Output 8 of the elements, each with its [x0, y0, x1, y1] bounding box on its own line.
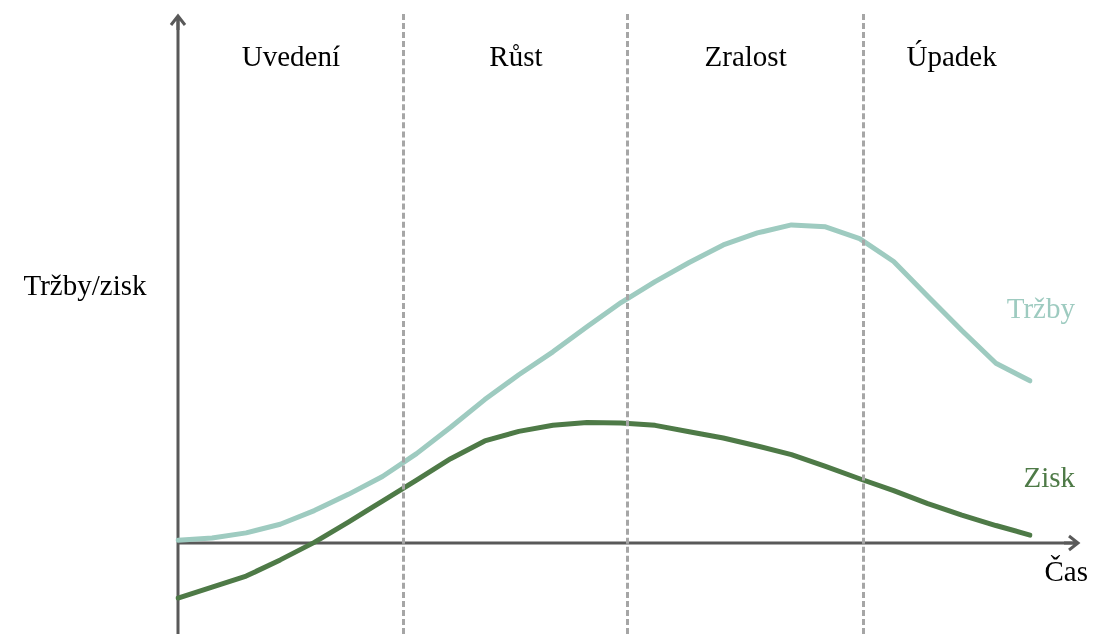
text: Růst [489, 39, 543, 72]
series-label: Zisk [1023, 460, 1076, 493]
text: Úpadek [906, 39, 998, 72]
text: Zralost [704, 39, 787, 72]
x-axis-title: Čas [1044, 554, 1088, 587]
text: Uvedení [241, 39, 341, 72]
y-axis-title: Tržby/zisk [23, 268, 147, 301]
series-label: Tržby [1006, 292, 1076, 325]
